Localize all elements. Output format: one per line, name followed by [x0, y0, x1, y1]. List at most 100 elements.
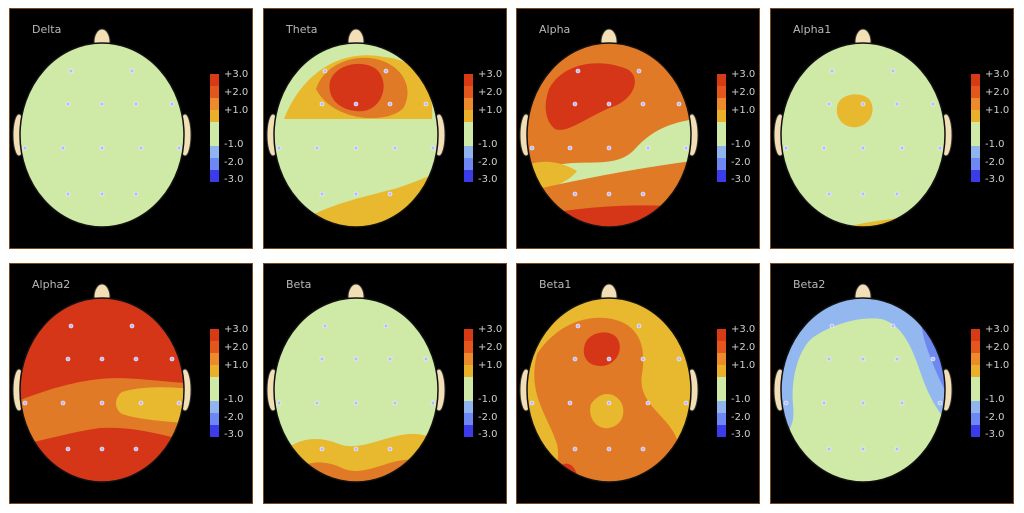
scale-label: -2.0 — [478, 157, 498, 168]
scale-label: -2.0 — [731, 157, 751, 168]
electrode — [640, 356, 646, 362]
scale-label: +3.0 — [731, 69, 756, 80]
head-map — [519, 28, 699, 239]
contour-region — [284, 169, 438, 227]
scale-label: +2.0 — [478, 87, 503, 98]
head-outline — [273, 42, 439, 228]
scale-label: -3.0 — [478, 429, 498, 440]
electrode — [314, 400, 320, 406]
electrode — [826, 446, 832, 452]
electrode — [353, 446, 359, 452]
scale-label: +2.0 — [731, 342, 756, 353]
electrode — [576, 490, 580, 494]
contour-region — [921, 316, 945, 414]
panel-title: Delta — [32, 23, 62, 36]
electrode — [683, 400, 689, 406]
electrode — [645, 145, 651, 151]
scale-label: -1.0 — [478, 394, 498, 405]
electrode — [860, 400, 866, 406]
electrode — [606, 400, 612, 406]
topomap-panel-alpha2: Alpha2 +3.0 +2.0 +1.0 -1.0 -2.0 -3.0 — [9, 263, 253, 504]
electrode — [894, 101, 900, 107]
electrode — [637, 490, 641, 494]
topomap-panel-beta2: Beta2 +3.0 +2.0 +1.0 -1.0 -2.0 -3.0 — [770, 263, 1014, 504]
electrode — [314, 145, 320, 151]
electrode — [319, 191, 325, 197]
electrode — [169, 101, 175, 107]
scale-label: -3.0 — [224, 429, 244, 440]
electrode — [829, 323, 835, 329]
electrode — [22, 400, 28, 406]
electrode — [423, 446, 429, 452]
scale-label: +2.0 — [985, 87, 1010, 98]
scale-label: -3.0 — [731, 174, 751, 185]
electrode — [575, 323, 581, 329]
scale-label: +1.0 — [985, 360, 1010, 371]
electrode — [319, 446, 325, 452]
electrode — [133, 356, 139, 362]
electrode — [138, 400, 144, 406]
contour-region — [687, 298, 691, 324]
electrode — [99, 101, 105, 107]
electrode — [567, 400, 573, 406]
electrode — [129, 68, 135, 74]
scale-label: +1.0 — [985, 105, 1010, 116]
scale-label: -3.0 — [985, 174, 1005, 185]
electrode — [676, 446, 682, 452]
panel-title: Alpha — [539, 23, 571, 36]
scale-label: +1.0 — [731, 105, 756, 116]
head-map — [266, 283, 446, 494]
electrode — [860, 191, 866, 197]
color-scale-bar — [210, 329, 219, 437]
electrode — [676, 191, 682, 197]
contour-region — [116, 387, 184, 424]
electrode — [169, 446, 175, 452]
electrode — [576, 235, 580, 239]
electrode — [176, 400, 182, 406]
electrode — [384, 490, 388, 494]
head-outline — [780, 297, 946, 483]
head-map — [773, 28, 953, 228]
electrode — [860, 145, 866, 151]
electrode — [353, 145, 359, 151]
electrode — [783, 145, 789, 151]
color-scale-bar — [971, 74, 980, 182]
scale-label: +1.0 — [478, 360, 503, 371]
electrode — [423, 191, 429, 197]
scale-label: -3.0 — [224, 174, 244, 185]
head-outline — [19, 42, 185, 228]
panel-title: Alpha2 — [32, 278, 71, 291]
head-outline — [526, 42, 692, 228]
electrode — [387, 356, 393, 362]
scale-label: -2.0 — [224, 157, 244, 168]
panel-title: Alpha1 — [793, 23, 832, 36]
electrode — [826, 101, 832, 107]
electrode — [894, 446, 900, 452]
electrode — [645, 400, 651, 406]
electrode — [392, 400, 398, 406]
electrode — [65, 446, 71, 452]
electrode — [930, 191, 936, 197]
color-scale: +3.0 +2.0 +1.0 -1.0 -2.0 -3.0 — [717, 325, 757, 441]
scale-label: -2.0 — [731, 412, 751, 423]
panel-title: Beta2 — [793, 278, 826, 291]
electrode — [353, 101, 359, 107]
electrode — [829, 68, 835, 74]
scale-label: -2.0 — [224, 412, 244, 423]
scale-label: -1.0 — [985, 139, 1005, 150]
electrode — [894, 356, 900, 362]
electrode — [353, 191, 359, 197]
electrode — [606, 446, 612, 452]
electrode — [606, 101, 612, 107]
scale-label: -1.0 — [731, 394, 751, 405]
electrode — [353, 400, 359, 406]
scale-label: +3.0 — [478, 324, 503, 335]
electrode — [176, 145, 182, 151]
electrode — [133, 191, 139, 197]
electrode — [930, 101, 936, 107]
electrode — [130, 490, 134, 494]
electrode — [640, 446, 646, 452]
electrode — [383, 323, 389, 329]
electrode — [529, 145, 535, 151]
electrode — [129, 323, 135, 329]
